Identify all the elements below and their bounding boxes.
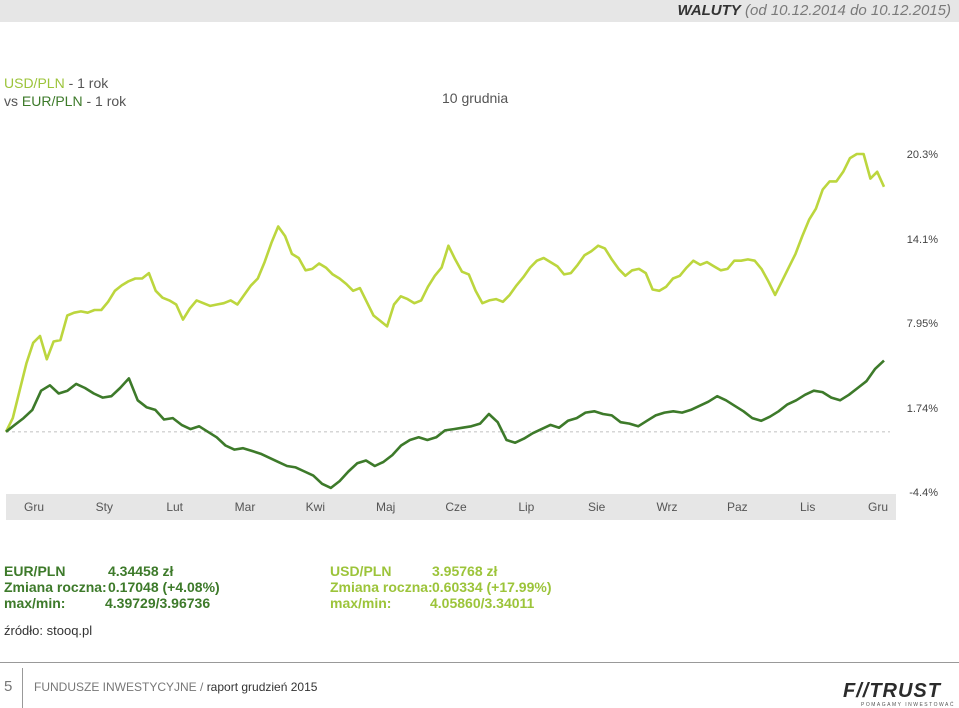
footer-page-divider (22, 668, 23, 708)
eur-change-value: 0.17048 (+4.08%) (108, 579, 220, 595)
page-number: 5 (4, 678, 13, 695)
eur-change-label: Zmiana roczna: (4, 579, 107, 595)
series-line-eur-pln (5, 359, 885, 490)
y-tick-label: 20.3% (907, 149, 938, 161)
chart-heading: USD/PLN - 1 rok vs EUR/PLN - 1 rok (4, 74, 126, 110)
x-tick-label: Lut (166, 500, 183, 514)
heading-eur: EUR/PLN (21, 93, 83, 109)
y-tick-label: 14.1% (907, 234, 938, 246)
usd-change-value: 0.60334 (+17.99%) (432, 579, 552, 595)
x-tick-label: Gru (24, 500, 44, 514)
x-tick-label: Mar (235, 500, 256, 514)
heading-vs: vs (4, 93, 22, 109)
title-range: (od 10.12.2014 do 10.12.2015) (740, 2, 951, 19)
data-source: źródło: stooq.pl (4, 623, 93, 638)
top-bar: WALUTY (od 10.12.2014 do 10.12.2015) (0, 0, 959, 22)
x-tick-label: Wrz (656, 500, 677, 514)
heading-usd-period: - 1 rok (64, 75, 109, 91)
y-tick-label: -4.4% (909, 487, 938, 499)
page-title: WALUTY (od 10.12.2014 do 10.12.2015) (677, 2, 951, 19)
x-tick-label: Cze (445, 500, 467, 514)
company-logo: F//TRUST POMAGAMY INWESTOWAĆ (843, 680, 955, 708)
eur-range-label: max/min: (4, 595, 66, 611)
x-tick-label: Paz (727, 500, 748, 514)
y-tick-label: 1.74% (907, 403, 938, 415)
usd-pair-value: 3.95768 zł (432, 563, 498, 579)
eur-pair-label: EUR/PLN (4, 563, 66, 579)
eur-range-value: 4.39729/3.96736 (105, 595, 211, 611)
usd-pair-label: USD/PLN (330, 563, 392, 579)
usd-range-label: max/min: (330, 595, 392, 611)
chart-date: 10 grudnia (442, 90, 509, 106)
x-tick-label: Lip (518, 500, 534, 514)
usd-range-value: 4.05860/3.34011 (430, 595, 535, 611)
eur-pair-value: 4.34458 zł (108, 563, 174, 579)
x-tick-label: Sie (588, 500, 606, 514)
footer-publication: FUNDUSZE INWESTYCYJNE / raport grudzień … (34, 680, 317, 694)
footer-divider (0, 662, 959, 663)
heading-usd: USD/PLN (4, 75, 65, 91)
usd-change-label: Zmiana roczna: (330, 579, 433, 595)
x-tick-label: Maj (376, 500, 395, 514)
issue-name: raport grudzień 2015 (206, 680, 318, 694)
logo-wordmark: F//TRUST (843, 680, 941, 702)
title-main: WALUTY (677, 2, 741, 19)
x-tick-label: Gru (868, 500, 888, 514)
currency-line-chart: 20.3% 14.1% 7.95% 1.74% -4.4% Gru Sty Lut Mar Kwi… (4, 149, 938, 520)
y-tick-label: 7.95% (907, 318, 938, 330)
logo-tagline: POMAGAMY INWESTOWAĆ (861, 702, 955, 708)
x-axis-band (6, 494, 896, 520)
publication-name: FUNDUSZE INWESTYCYJNE / (34, 680, 207, 694)
x-tick-label: Lis (800, 500, 815, 514)
x-tick-label: Sty (96, 500, 113, 514)
heading-eur-period: - 1 rok (82, 93, 127, 109)
x-tick-label: Kwi (306, 500, 325, 514)
series-line-usd-pln (4, 152, 886, 433)
